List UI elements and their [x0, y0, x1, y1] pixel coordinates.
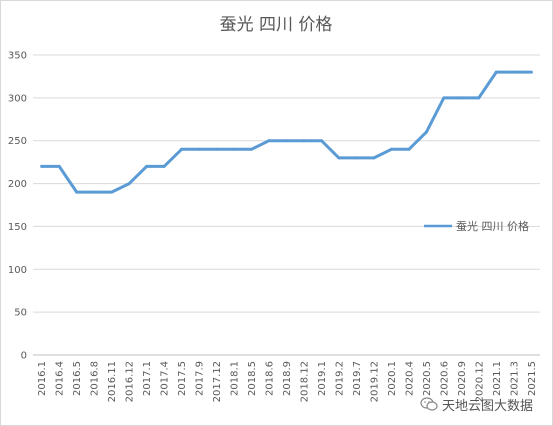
x-tick-label: 2018.5 — [247, 361, 258, 396]
x-tick-label: 2021.1 — [492, 361, 503, 396]
data-point — [302, 139, 306, 143]
x-tick-label: 2016.4 — [55, 361, 66, 396]
data-point — [57, 164, 61, 168]
data-point — [477, 96, 481, 100]
x-tick-label: 2016.1 — [37, 361, 48, 396]
x-tick-label: 2018.6 — [265, 361, 276, 396]
x-tick-label: 2017.9 — [195, 361, 206, 396]
data-point — [145, 164, 149, 168]
series-layer — [40, 70, 533, 194]
y-tick-label: 350 — [8, 51, 27, 62]
y-tick-label: 250 — [8, 136, 27, 147]
data-point — [215, 147, 219, 151]
data-point — [494, 70, 498, 74]
data-point — [442, 96, 446, 100]
data-point — [92, 190, 96, 194]
y-tick-label: 300 — [8, 93, 27, 104]
gridlines — [33, 54, 540, 313]
x-tick-label: 2020.1 — [387, 361, 398, 396]
watermark: 天地云图大数据 — [420, 393, 544, 415]
data-point — [40, 164, 44, 168]
x-tick-label: 2019.12 — [369, 361, 380, 402]
data-point — [459, 96, 463, 100]
x-tick-label: 2016.12 — [125, 361, 136, 402]
data-point — [110, 190, 114, 194]
data-point — [529, 70, 533, 74]
chart-title: 蚕光 四川 价格 — [220, 15, 333, 35]
y-tick-label: 0 — [21, 351, 27, 362]
data-point — [354, 156, 358, 160]
x-tick-label: 2018.12 — [299, 361, 310, 402]
data-point — [424, 130, 428, 134]
x-tick-label: 2019.2 — [334, 361, 345, 396]
x-tick-label: 2021.3 — [509, 361, 520, 396]
data-point — [285, 139, 288, 143]
data-point — [127, 182, 131, 186]
data-point — [407, 147, 411, 151]
data-point — [319, 139, 323, 143]
y-axis-tick-labels: 0 50 100 150 200 250 300 350 — [8, 51, 27, 362]
x-tick-label: 2016.5 — [72, 361, 83, 396]
data-point — [162, 164, 166, 168]
x-tick-label: 2017.5 — [177, 361, 188, 396]
data-point — [372, 156, 376, 160]
data-point — [180, 147, 184, 151]
wechat-icon — [420, 397, 438, 411]
x-tick-label: 2020.12 — [474, 361, 485, 402]
y-tick-label: 50 — [14, 308, 27, 319]
x-tick-label: 2020.5 — [422, 361, 433, 396]
x-tick-label: 2017.4 — [160, 361, 171, 396]
x-tick-label: 2019.7 — [352, 361, 363, 396]
data-point — [197, 147, 201, 151]
watermark-text: 天地云图大数据 — [442, 398, 534, 414]
x-tick-label: 2018.9 — [282, 361, 293, 396]
x-tick-label: 2016.8 — [90, 361, 101, 396]
y-tick-label: 100 — [8, 265, 27, 276]
x-tick-label: 2017.12 — [212, 361, 223, 402]
data-point — [267, 139, 271, 143]
y-tick-label: 150 — [8, 222, 27, 233]
x-axis-tick-labels: 2016.1 2016.4 2016.5 2016.8 2016.11 2016.12 20… — [37, 361, 538, 402]
legend: 蚕光 四川 价格 — [424, 219, 529, 233]
x-tick-label: 2017.1 — [142, 361, 153, 396]
x-tick-label: 2018.1 — [230, 361, 241, 396]
data-point — [389, 147, 393, 151]
legend-label: 蚕光 四川 价格 — [456, 219, 529, 233]
x-tick-label: 2016.11 — [107, 361, 118, 402]
x-tick-label: 2020.9 — [457, 361, 468, 396]
data-point — [232, 147, 236, 151]
data-point — [250, 147, 254, 151]
x-tick-label: 2020.6 — [439, 361, 450, 396]
data-point — [337, 156, 341, 160]
x-tick-label: 2019.1 — [317, 361, 328, 396]
y-tick-label: 200 — [8, 179, 27, 190]
series-line — [40, 70, 533, 194]
x-tick-label: 2020.4 — [404, 361, 415, 396]
data-point — [512, 70, 516, 74]
data-point — [75, 190, 79, 194]
x-tick-label: 2021.5 — [527, 361, 538, 396]
